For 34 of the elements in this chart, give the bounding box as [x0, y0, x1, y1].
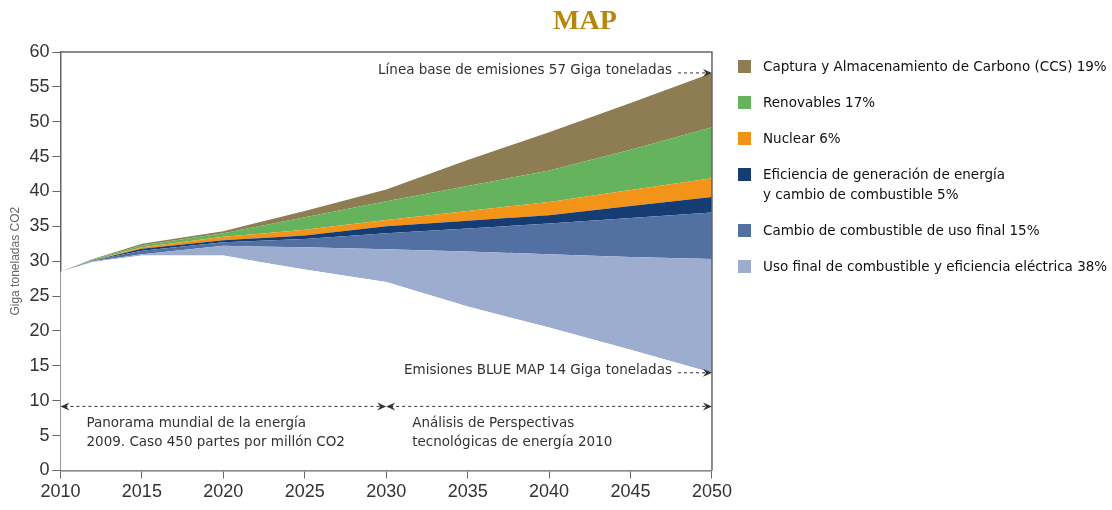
- x-tick-label: 2030: [366, 481, 407, 502]
- y-tick-label: 25: [29, 285, 50, 306]
- legend-label: Renovables 17%: [763, 93, 876, 112]
- y-tick-label: 55: [29, 75, 50, 96]
- y-tick-label: 40: [29, 180, 50, 201]
- y-tick-label: 5: [39, 424, 50, 445]
- x-tick-label: 2010: [40, 481, 81, 502]
- legend-label: Nuclear 6%: [763, 129, 841, 148]
- y-tick-label: 60: [29, 40, 50, 61]
- annotation: Emisiones BLUE MAP 14 Giga toneladas: [404, 361, 672, 378]
- y-tick-label: 15: [29, 354, 50, 375]
- legend-label: Uso final de combustible y eficiencia eléctrica 38%: [763, 257, 1108, 276]
- legend-label: Captura y Almacenamiento de Carbono (CCS) 19%: [763, 57, 1107, 76]
- x-tick-label: 2040: [529, 481, 570, 502]
- legend-label: Eficiencia de generación de energía y cambio de combustible 5%: [763, 165, 1006, 204]
- annotation: Línea base de emisiones 57 Giga toneladas: [378, 61, 672, 78]
- y-tick-label: 35: [29, 215, 50, 236]
- x-tick-label: 2015: [121, 481, 162, 502]
- y-tick-label: 10: [29, 389, 50, 410]
- chart-title: MAP: [552, 4, 618, 36]
- x-tick-label: 2035: [447, 481, 488, 502]
- y-axis-title: Giga toneladas CO2: [7, 206, 22, 316]
- annotation: Análisis de Perspectivas tecnológicas de energía 2010: [412, 413, 613, 449]
- y-tick-label: 30: [29, 250, 50, 271]
- legend-label: Cambio de combustible de uso final 15%: [763, 221, 1040, 240]
- y-tick-label: 50: [29, 110, 50, 131]
- y-tick-label: 45: [29, 145, 50, 166]
- x-tick-label: 2045: [610, 481, 651, 502]
- y-tick-label: 20: [29, 319, 50, 340]
- x-tick-label: 2020: [203, 481, 244, 502]
- x-tick-label: 2050: [691, 481, 732, 502]
- x-tick-label: 2025: [284, 481, 325, 502]
- annotation: Panorama mundial de la energía 2009. Caso 450 partes por millón CO2: [86, 413, 345, 449]
- y-tick-label: 0: [39, 459, 50, 480]
